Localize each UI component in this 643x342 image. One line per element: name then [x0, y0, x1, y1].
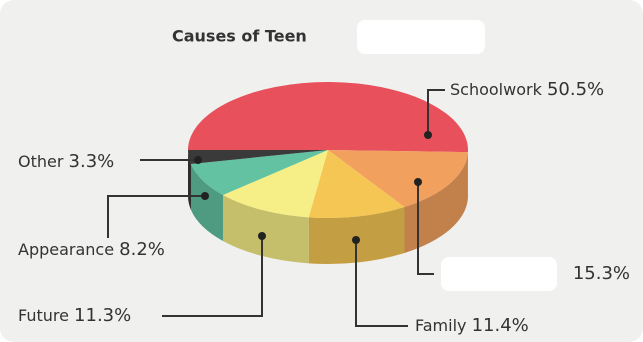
- slice-side: [222, 194, 309, 264]
- blank-box: [357, 20, 485, 54]
- leader-line: [162, 236, 263, 317]
- blank-box: [441, 257, 557, 291]
- slice-label: Appearance 8.2%: [18, 239, 165, 260]
- pie: [188, 81, 468, 264]
- slice: [188, 150, 328, 164]
- slice-side: [190, 163, 223, 241]
- value-label: 15.3%: [573, 263, 630, 284]
- leader-dot: [424, 131, 432, 139]
- value-label: 11.3%: [74, 305, 131, 326]
- labels: Schoolwork 50.5% 15.3% Family 11.4% Future …: [18, 79, 630, 336]
- leader-line: [355, 240, 408, 327]
- slice-label: Family 11.4%: [415, 315, 529, 336]
- chart-title: Causes of Teen: [172, 27, 307, 46]
- leader-line: [417, 182, 434, 275]
- slice: [308, 150, 405, 218]
- value-label: 50.5%: [547, 79, 604, 100]
- value-label: 11.4%: [472, 315, 529, 336]
- slice-side: [308, 206, 405, 264]
- value-label: 8.2%: [119, 239, 165, 260]
- slice-label: 15.3%: [573, 263, 630, 284]
- leader-dot: [258, 232, 266, 240]
- value-label: 3.3%: [69, 151, 115, 172]
- leader-dot: [414, 178, 422, 186]
- category-label: Family: [415, 316, 466, 335]
- slice: [190, 150, 328, 195]
- slice-side: [188, 150, 191, 210]
- slice: [328, 150, 468, 207]
- slice-label: Other 3.3%: [18, 151, 114, 172]
- category-label: Other: [18, 152, 64, 171]
- slice-label: Future 11.3%: [18, 305, 131, 326]
- slice: [222, 150, 328, 218]
- category-label: Appearance: [18, 240, 114, 259]
- leader-dot: [194, 156, 202, 164]
- slice: [188, 81, 468, 153]
- leader-dot: [201, 192, 209, 200]
- leader-line: [427, 89, 445, 135]
- slice-label: Schoolwork 50.5%: [450, 79, 604, 100]
- slice-side: [404, 152, 468, 253]
- leader-line: [107, 195, 205, 238]
- category-label: Future: [18, 306, 69, 325]
- leader-dot: [352, 236, 360, 244]
- category-label: Schoolwork: [450, 80, 543, 99]
